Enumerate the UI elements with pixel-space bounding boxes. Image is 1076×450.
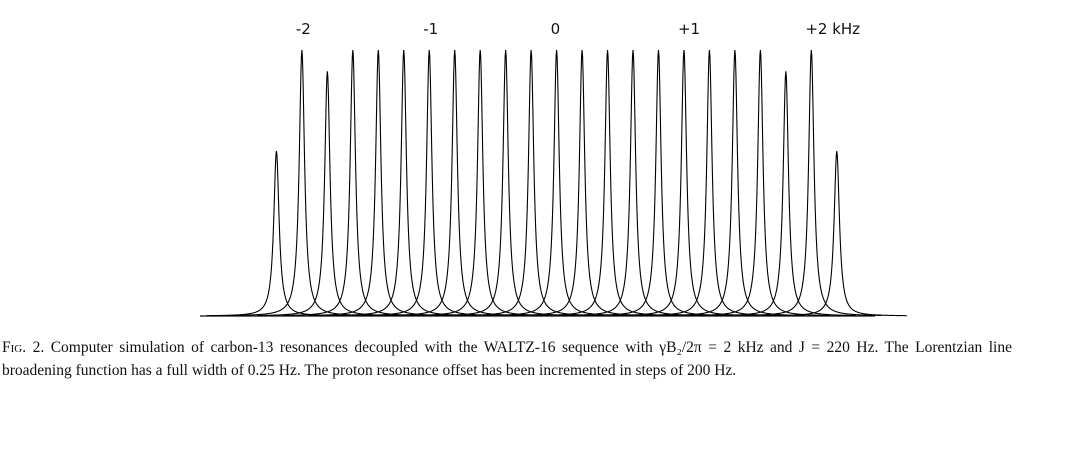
peak <box>359 49 500 316</box>
x-tick-label: +1 <box>678 20 700 38</box>
x-tick-label: -1 <box>423 20 438 38</box>
x-tick-label: 0 <box>551 20 561 38</box>
peak <box>664 49 805 316</box>
caption-text: Computer simulation of carbon-13 resonan… <box>2 339 1012 379</box>
peak <box>282 49 423 316</box>
peak <box>639 49 780 316</box>
peak <box>741 49 882 316</box>
caption: Fig. 2. Computer simulation of carbon-13… <box>2 336 1012 382</box>
peak <box>308 49 449 316</box>
peak <box>588 49 729 316</box>
caption-label: Fig. 2. <box>2 339 45 356</box>
peak <box>563 49 704 316</box>
peak <box>384 49 525 316</box>
x-tick-label: -2 <box>296 20 311 38</box>
peak <box>231 49 372 316</box>
x-tick-label: +2 kHz <box>805 20 860 38</box>
peak <box>486 49 627 316</box>
peak <box>715 71 856 317</box>
peak <box>537 49 678 316</box>
peak <box>206 151 347 317</box>
chart: -2 -1 0 +1 +2 kHz <box>200 20 907 317</box>
peak <box>435 49 576 316</box>
peak <box>766 151 907 317</box>
peak <box>690 49 831 316</box>
peak <box>613 49 754 316</box>
peak <box>333 49 474 316</box>
peak <box>410 49 551 316</box>
peak <box>512 49 653 316</box>
peak <box>461 49 602 316</box>
